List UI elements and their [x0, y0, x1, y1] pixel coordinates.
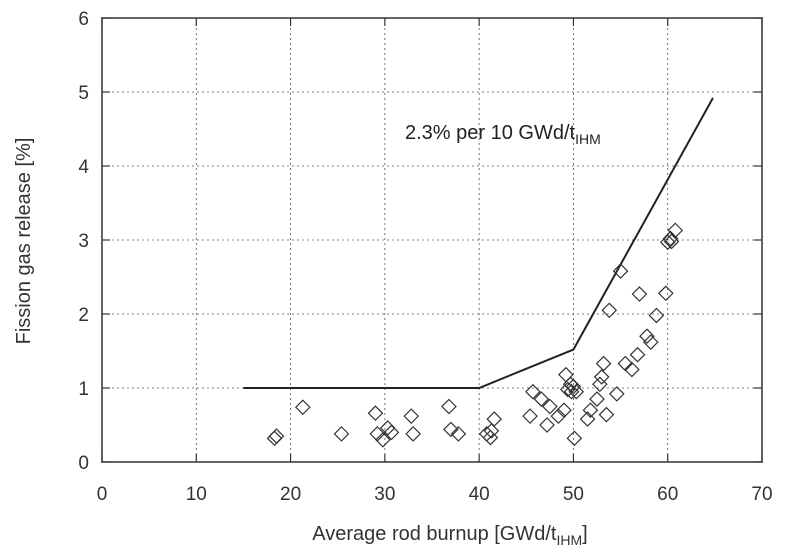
data-point: [482, 429, 499, 446]
data-point: [663, 233, 680, 250]
data-point: [266, 430, 283, 447]
y-tick-label: 0: [78, 453, 89, 474]
data-point: [631, 286, 648, 302]
threshold-line: [243, 97, 714, 389]
data-point: [443, 421, 459, 438]
data-point: [539, 417, 555, 433]
x-tick-label: 70: [751, 484, 772, 505]
plot-frame: [101, 17, 763, 463]
data-point: [659, 234, 676, 251]
y-tick-label: 2: [78, 305, 89, 326]
data-point: [629, 346, 646, 363]
data-point: [667, 222, 684, 239]
tick-labels: 0 10 20 30 40 50 60 70 0 1 2 3 4 5 6: [78, 9, 772, 505]
data-point: [405, 426, 421, 442]
x-tick-label: 40: [469, 484, 490, 505]
data-point: [525, 383, 541, 400]
data-point: [612, 263, 629, 279]
data-point: [383, 424, 400, 441]
data-point: [595, 355, 612, 372]
data-point: [563, 383, 580, 400]
data-point: [550, 408, 567, 424]
data-point: [268, 428, 285, 444]
data-point: [639, 328, 655, 345]
data-point: [648, 307, 665, 324]
data-point: [566, 430, 583, 447]
x-tick-label: 60: [657, 484, 678, 505]
data-point: [624, 361, 640, 378]
data-point: [657, 285, 674, 302]
x-axis-label-end: ]: [582, 523, 588, 545]
data-point: [333, 426, 350, 442]
data-point: [582, 402, 599, 419]
slope-annotation: 2.3% per 10 GWd/tIHM: [405, 122, 601, 147]
data-point: [450, 426, 467, 442]
x-tick-label: 30: [374, 484, 395, 505]
x-tick-label: 0: [97, 484, 108, 505]
x-tick-label: 50: [563, 484, 584, 505]
y-tick-label: 4: [78, 157, 89, 178]
data-point: [441, 398, 457, 415]
data-point: [601, 302, 618, 319]
x-tick-label: 20: [280, 484, 301, 505]
slope-annotation-main: 2.3% per 10 GWd/t: [405, 122, 576, 144]
data-point: [579, 411, 596, 427]
data-point: [533, 391, 550, 407]
data-point: [522, 408, 538, 424]
data-point: [556, 402, 572, 419]
x-axis-label-main: Average rod burnup [GWd/t: [312, 523, 557, 545]
data-point: [565, 378, 582, 395]
data-point: [483, 423, 500, 439]
slope-annotation-subscript: IHM: [575, 131, 601, 147]
x-axis-label: Average rod burnup [GWd/tIHM]: [312, 523, 587, 548]
data-point: [486, 411, 503, 427]
data-point: [568, 383, 585, 400]
data-point: [593, 369, 610, 385]
x-axis-label-subscript: IHM: [556, 532, 582, 548]
data-point: [403, 408, 420, 424]
data-point: [375, 431, 391, 448]
x-tick-label: 10: [186, 484, 207, 505]
data-point: [367, 405, 384, 422]
data-point: [642, 334, 659, 350]
data-point: [608, 386, 625, 402]
data-point: [598, 406, 615, 423]
data-point: [589, 391, 605, 407]
data-point: [559, 381, 576, 398]
y-tick-label: 1: [78, 379, 89, 400]
data-point: [591, 376, 608, 393]
data-point: [662, 230, 679, 247]
data-point: [558, 366, 574, 383]
data-point: [542, 398, 558, 415]
y-axis-label: Fission gas release [%]: [13, 138, 35, 345]
y-tick-label: 6: [78, 9, 89, 30]
y-tick-label: 5: [78, 83, 89, 104]
data-point: [294, 399, 311, 416]
data-points: [266, 222, 684, 448]
y-tick-label: 3: [78, 231, 89, 252]
